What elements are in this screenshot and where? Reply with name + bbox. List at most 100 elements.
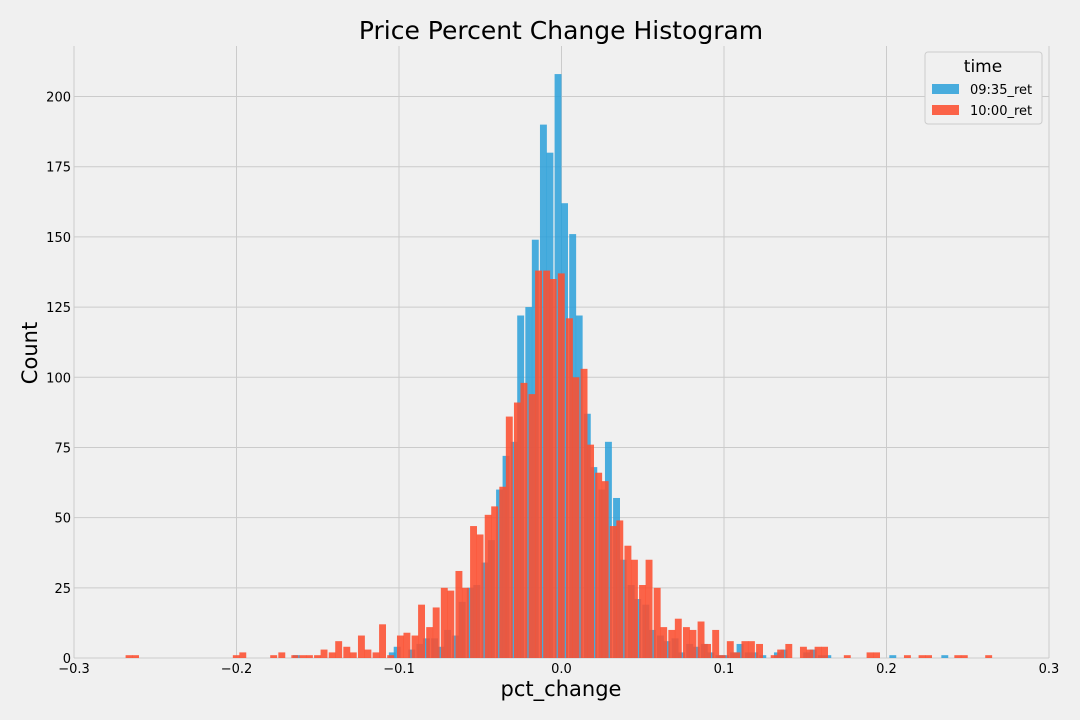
y-tick-label: 125 <box>46 301 71 316</box>
y-tick-label: 200 <box>46 91 71 106</box>
histogram-bars <box>125 74 993 659</box>
x-tick-label: 0.0 <box>551 662 572 677</box>
histogram-bar-1000 <box>125 655 133 658</box>
x-tick-label: 0.3 <box>1039 662 1060 677</box>
legend: time 09:35_ret 10:00_ret <box>924 51 1043 125</box>
legend-title: time <box>964 57 1002 77</box>
histogram-bar-1000 <box>756 643 763 658</box>
y-tick-label: 25 <box>54 582 71 597</box>
histogram-bar-1000 <box>697 621 705 658</box>
histogram-bar-0935 <box>941 655 949 658</box>
histogram-bar-1000 <box>954 655 962 658</box>
histogram-bar-1000 <box>777 649 785 658</box>
histogram-bar-1000 <box>357 635 365 658</box>
chart-title: Price Percent Change Histogram <box>359 16 763 45</box>
legend-label-0935: 09:35_ret <box>970 83 1032 98</box>
histogram-bar-1000 <box>624 545 632 658</box>
histogram-bar-1000 <box>491 506 499 658</box>
histogram-bar-1000 <box>639 585 646 658</box>
histogram-bar-1000 <box>343 646 351 658</box>
histogram-bar-1000 <box>232 655 240 658</box>
histogram-bar-1000 <box>364 649 372 658</box>
histogram-bar-1000 <box>535 270 542 658</box>
legend-swatch-1000 <box>932 105 959 115</box>
histogram-bar-1000 <box>543 270 551 658</box>
histogram-bar-0935 <box>889 655 897 658</box>
histogram-bar-1000 <box>499 486 507 658</box>
histogram-bar-1000 <box>379 624 386 658</box>
histogram-bar-1000 <box>985 655 993 658</box>
histogram-bar-1000 <box>609 526 617 658</box>
histogram-bar-1000 <box>580 368 588 658</box>
histogram-bar-1000 <box>704 643 711 658</box>
histogram-bar-1000 <box>513 402 521 658</box>
histogram-bar-1000 <box>440 587 448 658</box>
histogram-bar-1000 <box>595 472 603 658</box>
histogram-bar-1000 <box>461 587 469 658</box>
legend-swatch-0935 <box>932 84 959 94</box>
histogram-bar-1000 <box>520 382 528 658</box>
histogram-bar-1000 <box>447 590 455 658</box>
histogram-bar-1000 <box>799 646 807 658</box>
histogram-bar-1000 <box>455 570 463 658</box>
histogram-bar-1000 <box>314 655 321 658</box>
y-tick-label: 175 <box>46 161 71 176</box>
histogram-bar-1000 <box>814 646 822 658</box>
histogram-bar-1000 <box>918 655 926 658</box>
histogram-bar-1000 <box>668 629 676 658</box>
histogram-bar-1000 <box>572 377 580 658</box>
histogram-bar-1000 <box>587 444 594 658</box>
histogram-bar-1000 <box>653 587 661 658</box>
histogram-bar-1000 <box>291 655 299 658</box>
histogram-bar-1000 <box>733 652 741 658</box>
y-axis-label: Count <box>18 322 42 384</box>
histogram-bar-1000 <box>305 655 313 658</box>
histogram-bar-1000 <box>132 655 139 658</box>
histogram-bar-1000 <box>426 627 434 658</box>
histogram-bar-1000 <box>601 481 609 658</box>
histogram-bar-1000 <box>785 643 793 658</box>
histogram-bar-1000 <box>239 652 247 658</box>
histogram-bar-1000 <box>806 649 814 658</box>
histogram-bar-1000 <box>660 627 668 658</box>
x-tick-label: −0.1 <box>383 662 415 677</box>
histogram-bar-1000 <box>903 655 911 658</box>
x-tick-label: −0.2 <box>221 662 253 677</box>
x-axis-label: pct_change <box>501 677 622 702</box>
histogram-bar-1000 <box>387 655 395 658</box>
histogram-bar-1000 <box>689 629 697 658</box>
histogram-bar-1000 <box>726 641 734 658</box>
tick-labels: −0.3 −0.2 −0.1 0.0 0.1 0.2 0.3 0 25 50 75 100 125 150… <box>46 91 1059 677</box>
histogram-bar-1000 <box>960 655 968 658</box>
histogram-bar-1000 <box>925 655 932 658</box>
histogram-bar-1000 <box>770 655 778 658</box>
histogram-bar-1000 <box>320 649 328 658</box>
histogram-bar-1000 <box>747 641 755 658</box>
histogram-bar-1000 <box>616 520 624 658</box>
histogram-bar-1000 <box>372 652 380 658</box>
histogram-bar-1000 <box>411 635 419 658</box>
histogram-bar-1000 <box>470 526 477 658</box>
histogram-bar-1000 <box>528 394 536 658</box>
histogram-bar-1000 <box>843 655 851 658</box>
histogram-bar-1000 <box>718 655 726 658</box>
histogram-bar-1000 <box>328 652 336 658</box>
histogram-bar-1000 <box>396 635 404 658</box>
histogram-bar-1000 <box>873 652 880 658</box>
histogram-bar-1000 <box>712 629 720 658</box>
legend-label-1000: 10:00_ret <box>970 104 1032 119</box>
histogram-bar-1000 <box>549 279 557 658</box>
y-tick-label: 0 <box>63 652 71 667</box>
histogram-bar-1000 <box>270 655 278 658</box>
histogram-bar-0935 <box>736 643 744 658</box>
histogram-bar-1000 <box>682 627 690 658</box>
histogram-bar-1000 <box>741 641 749 658</box>
y-tick-label: 75 <box>54 441 71 456</box>
histogram-bar-1000 <box>349 652 357 658</box>
histogram-bar-1000 <box>674 618 682 658</box>
x-tick-label: 0.1 <box>714 662 735 677</box>
histogram-bar-1000 <box>299 655 307 658</box>
histogram-bar-1000 <box>335 641 343 658</box>
histogram-bar-1000 <box>278 652 286 658</box>
histogram-bar-1000 <box>866 652 874 658</box>
